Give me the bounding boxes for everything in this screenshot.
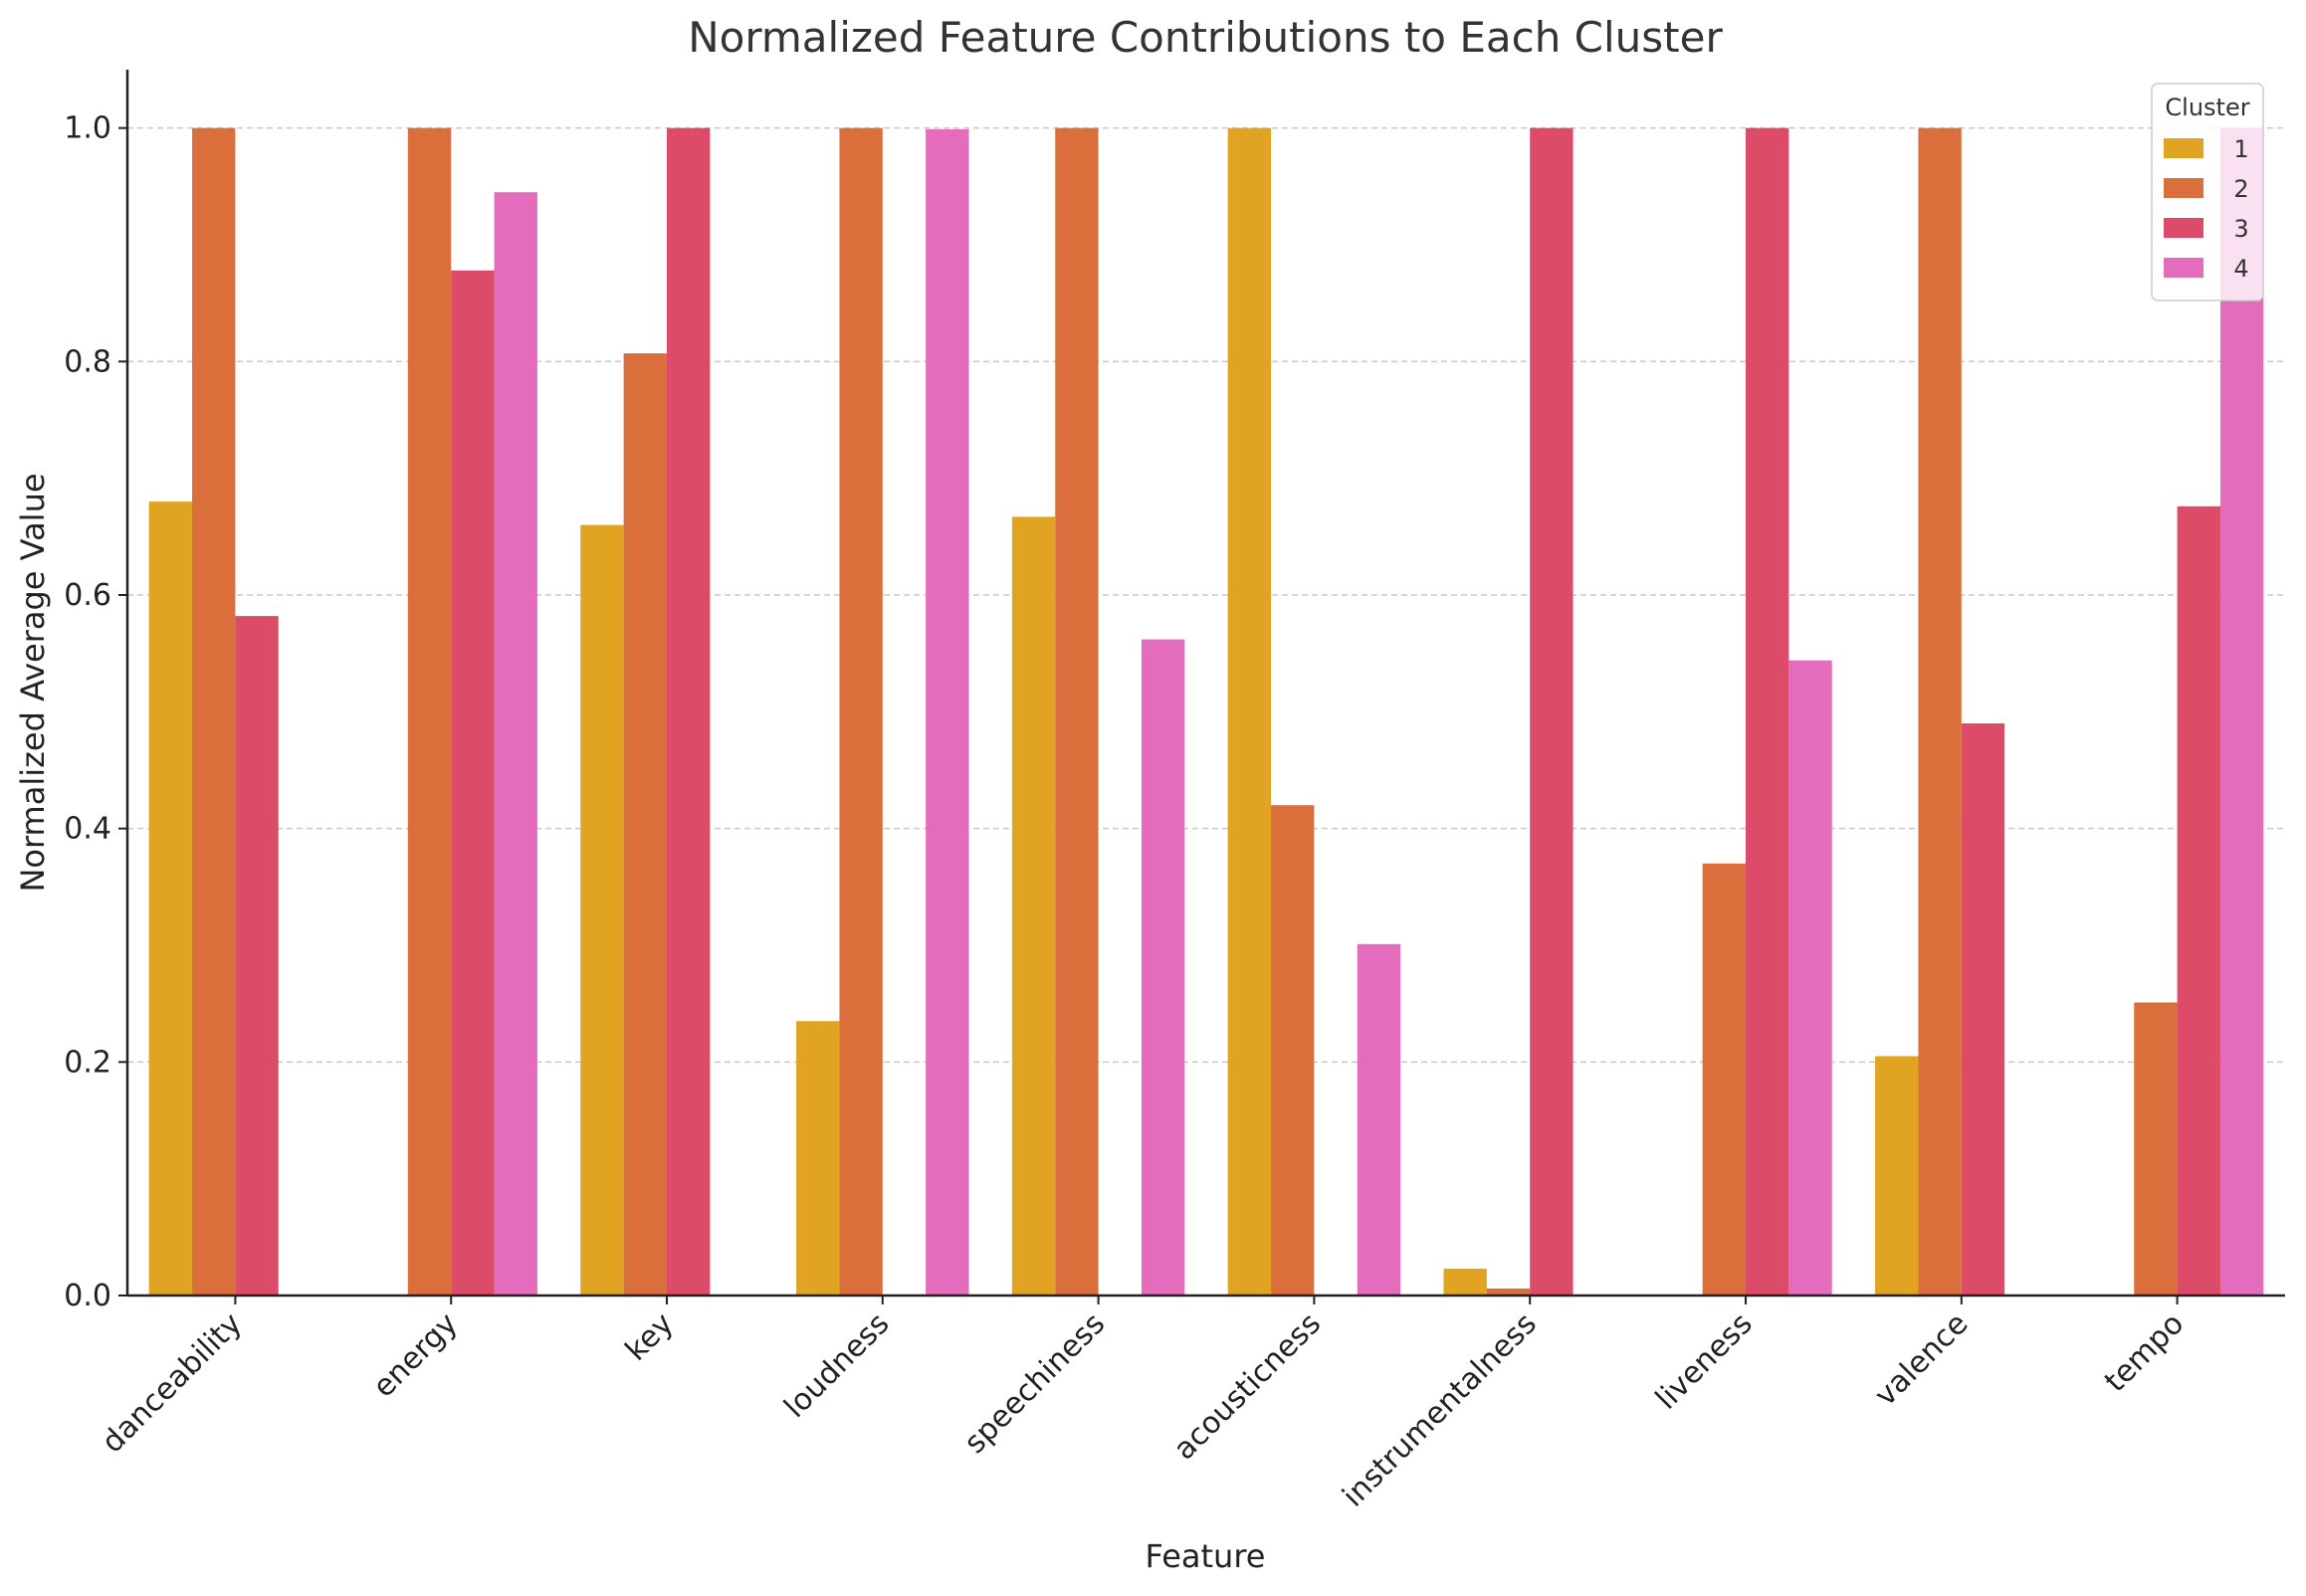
y-tick-label: 0.0 (64, 1279, 111, 1313)
bar-instrumentalness-cluster-1 (1443, 1269, 1487, 1296)
bar-acousticness-cluster-4 (1357, 943, 1401, 1296)
bar-energy-cluster-2 (407, 127, 452, 1296)
legend: Cluster 1 2 3 4 (2151, 83, 2264, 301)
bar-danceability-cluster-1 (148, 501, 193, 1296)
bar-acousticness-cluster-2 (1271, 805, 1315, 1296)
bar-liveness-cluster-4 (1788, 660, 1832, 1296)
bar-loudness-cluster-1 (796, 1021, 840, 1296)
y-tick-label: 0.8 (64, 344, 111, 379)
x-tick-label-instrumentalness: instrumentalness (1336, 1306, 1544, 1514)
bar-energy-cluster-4 (494, 192, 537, 1297)
bar-valence-cluster-3 (1961, 723, 2005, 1296)
bar-key-cluster-3 (667, 127, 711, 1296)
bars (148, 127, 2264, 1297)
x-tick-label-liveness: liveness (1649, 1306, 1760, 1417)
x-ticks: danceability energy key loudness speechiness… (96, 1296, 2191, 1514)
x-tick-label-key: key (619, 1306, 681, 1368)
y-tick-label: 0.6 (64, 578, 111, 613)
legend-swatch-cluster-2 (2164, 178, 2203, 198)
legend-label-cluster-4: 4 (2233, 255, 2248, 283)
legend-title: Cluster (2165, 94, 2249, 121)
y-ticks: 0.0 0.2 0.4 0.6 0.8 1.0 (64, 111, 127, 1313)
y-tick-label: 0.2 (64, 1045, 111, 1080)
x-tick-label-danceability: danceability (96, 1306, 249, 1460)
x-tick-label-loudness: loudness (777, 1306, 896, 1425)
bar-key-cluster-2 (623, 353, 667, 1296)
bar-valence-cluster-1 (1875, 1056, 1919, 1296)
bar-key-cluster-1 (580, 524, 624, 1296)
bar-instrumentalness-cluster-3 (1530, 127, 1573, 1296)
legend-label-cluster-2: 2 (2233, 175, 2248, 203)
y-axis-label: Normalized Average Value (14, 473, 52, 892)
legend-frame (2151, 83, 2264, 301)
bar-speechiness-cluster-4 (1141, 639, 1185, 1296)
legend-swatch-cluster-4 (2164, 258, 2203, 278)
bar-acousticness-cluster-1 (1227, 127, 1272, 1296)
legend-swatch-cluster-1 (2164, 138, 2203, 158)
x-tick-label-acousticness: acousticness (1167, 1306, 1328, 1467)
bar-speechiness-cluster-2 (1055, 127, 1099, 1296)
x-axis-label: Feature (1146, 1537, 1266, 1575)
bar-loudness-cluster-2 (839, 127, 883, 1296)
bar-speechiness-cluster-1 (1011, 516, 1056, 1296)
x-tick-label-valence: valence (1868, 1306, 1975, 1413)
bar-tempo-cluster-3 (2177, 505, 2220, 1297)
bar-tempo-cluster-4 (2219, 127, 2264, 1296)
bar-valence-cluster-2 (1918, 127, 1962, 1296)
x-tick-label-speechiness: speechiness (957, 1306, 1112, 1461)
bar-liveness-cluster-2 (1702, 863, 1746, 1296)
legend-label-cluster-1: 1 (2233, 135, 2248, 163)
chart-title: Normalized Feature Contributions to Each… (688, 13, 1723, 62)
x-tick-label-energy: energy (366, 1306, 465, 1405)
bar-danceability-cluster-2 (192, 127, 236, 1296)
legend-swatch-cluster-3 (2164, 218, 2203, 238)
y-tick-label: 0.4 (64, 812, 111, 847)
y-tick-label: 1.0 (64, 111, 111, 146)
bar-loudness-cluster-4 (926, 128, 969, 1297)
bar-tempo-cluster-2 (2134, 1002, 2178, 1296)
axes (125, 70, 2285, 1297)
legend-label-cluster-3: 3 (2233, 215, 2248, 243)
bar-danceability-cluster-3 (235, 616, 279, 1296)
bar-energy-cluster-3 (451, 270, 495, 1296)
bar-instrumentalness-cluster-2 (1486, 1288, 1531, 1296)
bar-liveness-cluster-3 (1746, 127, 1789, 1296)
x-tick-label-tempo: tempo (2098, 1306, 2191, 1399)
